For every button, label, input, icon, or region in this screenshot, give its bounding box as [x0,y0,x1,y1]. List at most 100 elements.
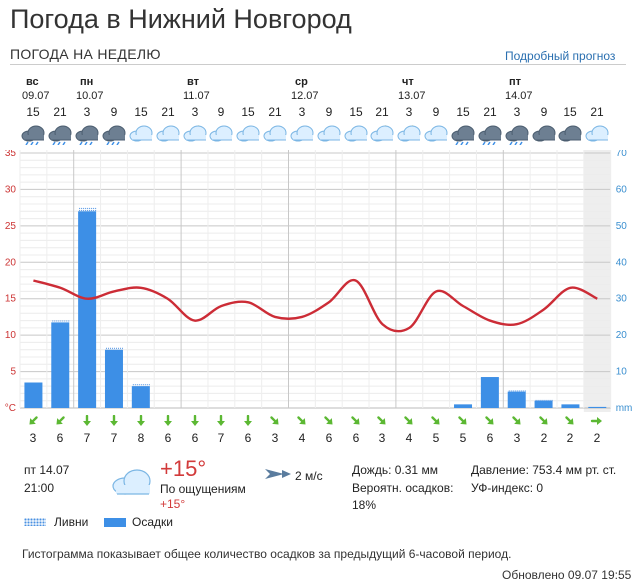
shower-dot [62,320,64,322]
shower-dot [81,207,83,209]
shower-dot [58,320,60,322]
chart-axes: °C 5 10 15 20 25 30 35 mm 10 20 30 40 50 60 70 [5,150,633,414]
cloudy-icon [156,125,180,142]
down-right-arrow-icon [512,416,521,425]
updated-timestamp: Обновлено 09.07 19:55 [502,568,632,582]
shower-dot [109,347,111,349]
shower-dot [87,209,89,211]
shower-dot [85,207,87,209]
day-name: вт [187,76,200,88]
shower-dot [68,320,70,322]
wind-speed-label: 7 [83,431,91,445]
shower-dot [52,320,54,322]
left-axis-tick: 35 [5,150,17,159]
precip-legend-swatch [104,518,126,527]
hour-label: 9 [432,105,440,119]
wind-speed-label: 4 [298,431,306,445]
rain-icon [478,125,502,145]
shower-dot [136,384,138,386]
precip-bar [480,377,499,408]
hour-label: 21 [53,105,67,119]
shower-dot [524,390,526,392]
day-date: 10.07 [76,90,104,102]
down-right-arrow-icon [324,416,333,425]
shower-dot [510,390,512,392]
partly-cloudy-night-icon [370,124,394,142]
feels-like-label: По ощущениям [160,482,246,496]
down-right-arrow-icon [297,416,306,425]
right-axis-tick: mm [616,403,633,414]
precip-bar [534,400,553,408]
shower-dot [148,384,150,386]
shower-dot [93,207,95,209]
hour-label: 9 [217,105,225,119]
rain-icon [75,125,99,145]
showers-legend-swatch [24,518,46,526]
shower-dot [79,207,81,209]
right-arrow-icon [590,417,602,425]
day-name: ср [295,76,308,88]
shower-dot [140,384,142,386]
shower-dot [111,347,113,349]
down-arrow-icon [137,415,145,426]
shower-dot [66,320,68,322]
precip-bar [561,404,580,408]
shower-dot [537,399,539,401]
hour-label: 9 [540,105,548,119]
rain-icon [451,125,475,145]
detailed-forecast-link[interactable]: Подробный прогноз [505,49,616,63]
hour-label: 21 [375,105,389,119]
current-day: пт 14.07 [24,463,70,477]
shower-dot [522,390,524,392]
day-date: 14.07 [505,90,533,102]
rain-icon [48,125,72,145]
hour-label: 15 [456,105,470,119]
wind-speed-label: 7 [217,431,225,445]
left-axis-tick: 15 [5,294,17,305]
right-axis-tick: 30 [616,294,628,305]
precip-probability-value: 18% [352,498,377,512]
rain-amount: Дождь: 0.31 мм [352,463,438,477]
left-axis-tick: 20 [5,257,17,268]
down-right-arrow-icon [485,416,494,425]
wind-speed-label: 7 [110,431,118,445]
shower-dot [89,209,91,211]
wind-speed: 2 м/с [295,469,323,483]
shower-dot [138,384,140,386]
shower-dot [518,390,520,392]
shower-dot [93,209,95,211]
day-date: 09.07 [22,90,50,102]
hour-label: 15 [241,105,255,119]
hour-label: 15 [349,105,363,119]
hour-label: 3 [513,105,521,119]
day-name: пт [509,76,522,88]
precip-bar [24,382,43,408]
cloudy-icon [290,125,314,142]
down-right-arrow-icon [539,416,548,425]
cloudy-icon [112,469,151,495]
hour-label: 15 [26,105,40,119]
shower-dot [543,399,545,401]
shower-dot [134,384,136,386]
day-date: 11.07 [183,90,210,102]
day-name: чт [402,76,414,88]
wind-speed-label: 3 [378,431,386,445]
shower-dot [547,399,549,401]
overcast-icon [532,125,556,142]
hour-label: 9 [325,105,333,119]
rain-icon [102,125,126,145]
wind-speed-label: 2 [540,431,548,445]
precip-probability-label: Вероятн. осадков: [352,481,454,495]
precip-bars [24,207,607,408]
left-axis-tick: °C [5,403,16,414]
precip-bar [454,404,473,408]
down-right-arrow-icon [458,416,467,425]
shower-dot [520,390,522,392]
hour-label: 21 [483,105,497,119]
down-right-arrow-icon [431,416,440,425]
cloudy-icon [263,125,287,142]
down-arrow-icon [244,415,252,426]
cloudy-icon [344,125,368,142]
shower-dot [132,384,134,386]
page-title: Погода в Нижний Новгород [10,4,352,34]
